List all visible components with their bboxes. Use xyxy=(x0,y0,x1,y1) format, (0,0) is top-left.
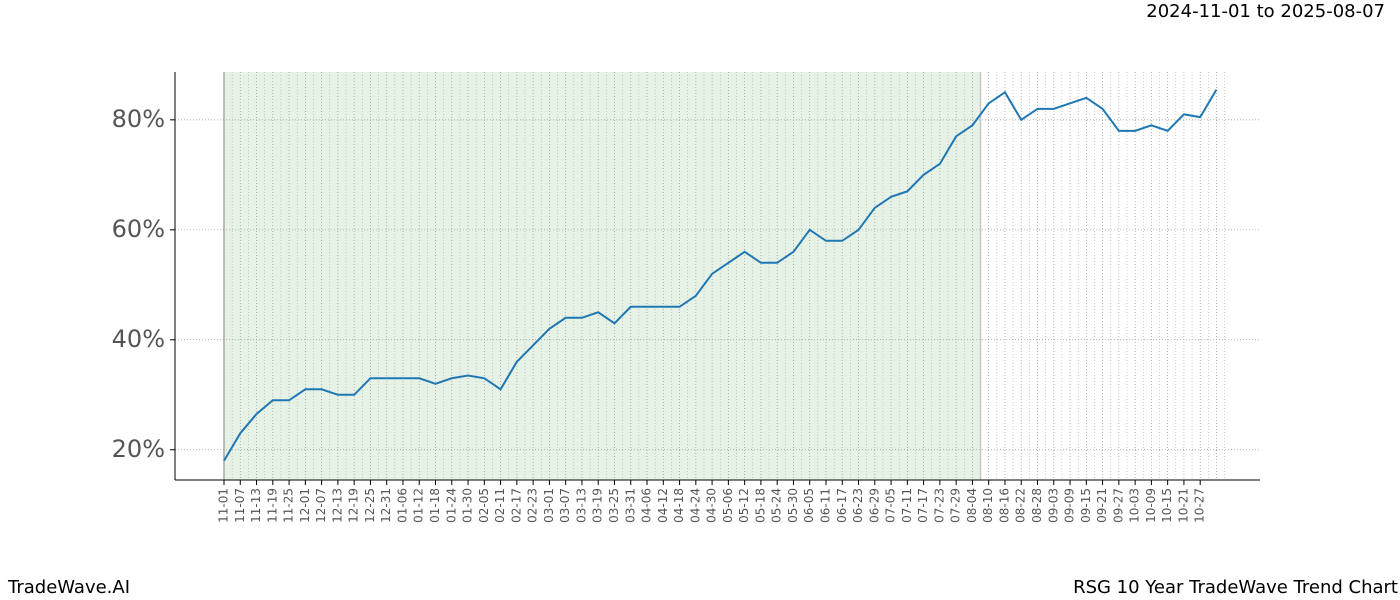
x-tick-label: 08-16 xyxy=(997,488,1011,523)
x-tick-label: 05-18 xyxy=(753,488,767,523)
x-tick-label: 05-06 xyxy=(721,488,735,523)
x-tick-label: 03-07 xyxy=(558,488,572,523)
x-tick-label: 11-01 xyxy=(217,488,231,523)
x-tick-label: 05-12 xyxy=(737,488,751,523)
x-tick-label: 10-15 xyxy=(1160,488,1174,523)
x-tick-label: 12-13 xyxy=(330,488,344,523)
x-tick-label: 02-23 xyxy=(526,488,540,523)
x-tick-label: 09-21 xyxy=(1095,488,1109,523)
x-tick-label: 03-19 xyxy=(591,488,605,523)
x-tick-label: 08-22 xyxy=(1014,488,1028,523)
x-tick-label: 08-28 xyxy=(1030,488,1044,523)
x-tick-label: 09-27 xyxy=(1111,488,1125,523)
x-tick-label: 08-04 xyxy=(965,488,979,523)
footer-left: TradeWave.AI xyxy=(7,577,130,598)
x-tick-label: 03-13 xyxy=(574,488,588,523)
x-tick-label: 03-25 xyxy=(607,488,621,523)
shaded-region xyxy=(224,72,981,480)
x-tick-label: 12-07 xyxy=(314,488,328,523)
x-tick-label: 06-29 xyxy=(867,488,881,523)
x-tick-label: 12-25 xyxy=(363,488,377,523)
x-tick-label: 01-30 xyxy=(461,488,475,523)
x-tick-label: 05-24 xyxy=(770,488,784,523)
footer-right: RSG 10 Year TradeWave Trend Chart xyxy=(1073,577,1398,598)
chart-title: 2024-11-01 to 2025-08-07 xyxy=(1146,1,1385,22)
x-tick-label: 06-23 xyxy=(851,488,865,523)
y-tick-label: 40% xyxy=(112,325,165,353)
x-tick-label: 10-27 xyxy=(1193,488,1207,523)
x-tick-label: 07-11 xyxy=(900,488,914,523)
x-tick-label: 11-13 xyxy=(249,488,263,523)
x-tick-label: 04-24 xyxy=(688,488,702,523)
y-tick-label: 80% xyxy=(112,105,165,133)
x-tick-label: 01-24 xyxy=(444,488,458,523)
x-tick-label: 04-18 xyxy=(672,488,686,523)
x-tick-label: 05-30 xyxy=(786,488,800,523)
x-tick-label: 04-12 xyxy=(656,488,670,523)
x-tick-label: 09-09 xyxy=(1063,488,1077,523)
x-tick-label: 12-31 xyxy=(379,488,393,523)
x-tick-label: 09-15 xyxy=(1079,488,1093,523)
x-tick-label: 02-05 xyxy=(477,488,491,523)
x-tick-label: 08-10 xyxy=(981,488,995,523)
x-tick-label: 11-07 xyxy=(233,488,247,523)
y-tick-label: 60% xyxy=(112,215,165,243)
x-tick-label: 03-31 xyxy=(623,488,637,523)
x-tick-label: 04-30 xyxy=(705,488,719,523)
x-tick-label: 12-01 xyxy=(298,488,312,523)
x-tick-label: 10-09 xyxy=(1144,488,1158,523)
x-tick-label: 07-23 xyxy=(932,488,946,523)
x-tick-label: 07-05 xyxy=(884,488,898,523)
x-tick-label: 02-11 xyxy=(493,488,507,523)
x-tick-label: 10-03 xyxy=(1128,488,1142,523)
x-tick-label: 07-29 xyxy=(949,488,963,523)
data-line xyxy=(223,89,1218,462)
x-tick-label: 01-18 xyxy=(428,488,442,523)
x-tick-label: 06-05 xyxy=(802,488,816,523)
x-tick-label: 01-12 xyxy=(412,488,426,523)
x-tick-label: 11-25 xyxy=(282,488,296,523)
x-tick-label: 03-01 xyxy=(542,488,556,523)
x-tick-label: 07-17 xyxy=(916,488,930,523)
y-tick-label: 20% xyxy=(112,435,165,463)
x-tick-label: 01-06 xyxy=(395,488,409,523)
x-tick-label: 09-03 xyxy=(1046,488,1060,523)
x-tick-label: 10-21 xyxy=(1176,488,1190,523)
x-tick-label: 12-19 xyxy=(347,488,361,523)
x-tick-label: 11-19 xyxy=(265,488,279,523)
x-tick-label: 06-17 xyxy=(835,488,849,523)
x-tick-label: 06-11 xyxy=(818,488,832,523)
x-tick-label: 02-17 xyxy=(509,488,523,523)
x-tick-label: 04-06 xyxy=(640,488,654,523)
